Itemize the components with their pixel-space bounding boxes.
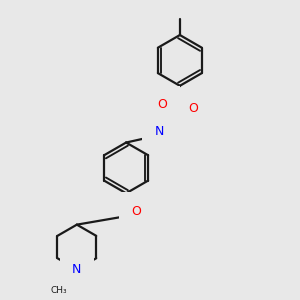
Text: CH₃: CH₃ [50,286,67,296]
Text: N: N [154,125,164,138]
Text: H: H [149,123,158,133]
Text: O: O [188,102,198,115]
Text: O: O [158,98,167,111]
Text: N: N [72,263,82,276]
Text: O: O [131,205,141,218]
